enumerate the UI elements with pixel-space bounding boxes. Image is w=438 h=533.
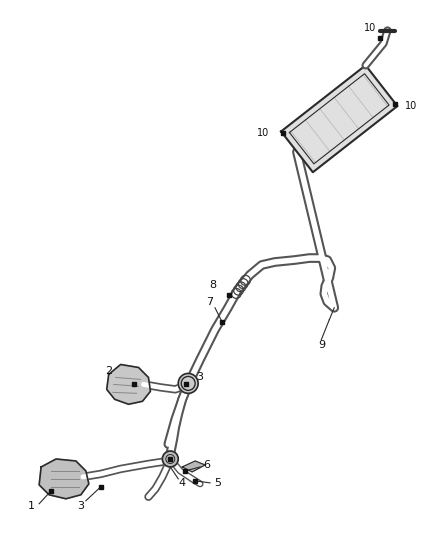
Polygon shape <box>107 365 150 404</box>
Text: 3: 3 <box>197 373 204 382</box>
Text: 3: 3 <box>78 500 85 511</box>
Text: 8: 8 <box>209 280 217 290</box>
Polygon shape <box>39 459 89 499</box>
Text: 6: 6 <box>204 460 211 470</box>
Text: 4: 4 <box>179 478 186 488</box>
Text: 1: 1 <box>28 500 35 511</box>
Polygon shape <box>182 461 205 472</box>
Text: 5: 5 <box>215 478 222 488</box>
Text: 10: 10 <box>405 101 417 111</box>
Circle shape <box>162 451 178 467</box>
Text: 10: 10 <box>257 128 269 139</box>
Text: 7: 7 <box>206 297 214 307</box>
Polygon shape <box>281 66 397 172</box>
Circle shape <box>178 374 198 393</box>
Text: 2: 2 <box>105 367 112 376</box>
Text: 9: 9 <box>318 340 325 350</box>
Text: 10: 10 <box>364 22 376 33</box>
